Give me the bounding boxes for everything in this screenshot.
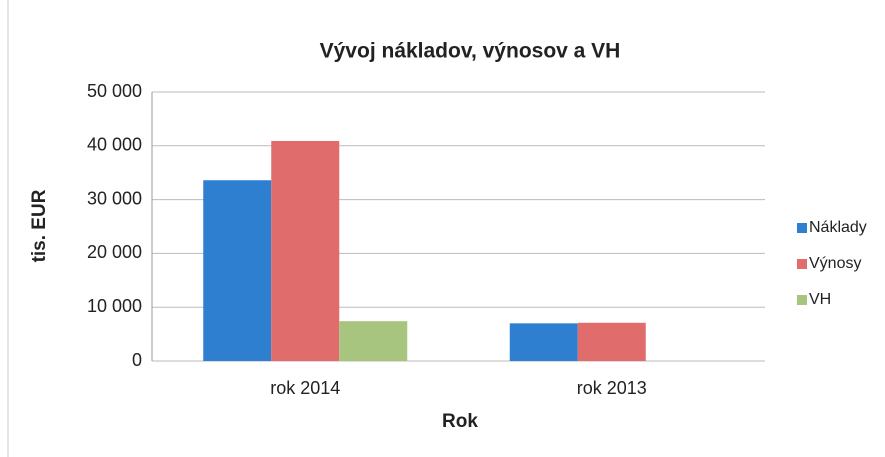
y-tick-label: 40 000: [87, 135, 142, 155]
bar: [509, 323, 578, 361]
legend-label: Výnosy: [809, 255, 861, 272]
legend-swatch: [797, 259, 807, 269]
legend-swatch: [797, 295, 807, 305]
y-tick-label: 0: [132, 350, 142, 370]
legend-label: Náklady: [809, 219, 867, 236]
bar: [339, 321, 408, 361]
y-tick-label: 50 000: [87, 81, 142, 101]
legend-label: VH: [809, 291, 831, 308]
legend-swatch: [797, 223, 807, 233]
x-tick-label: rok 2014: [270, 378, 340, 398]
x-tick-label: rok 2013: [577, 378, 647, 398]
y-tick-label: 10 000: [87, 296, 142, 316]
bar: [577, 322, 646, 361]
y-axis-title: tis. EUR: [29, 189, 50, 262]
y-tick-label: 20 000: [87, 242, 142, 262]
x-axis-title: Rok: [442, 411, 478, 432]
chart-title: Vývoj nákladov, výnosov a VH: [320, 40, 621, 63]
bar: [203, 180, 272, 361]
y-tick-label: 30 000: [87, 188, 142, 208]
bar: [271, 140, 340, 361]
